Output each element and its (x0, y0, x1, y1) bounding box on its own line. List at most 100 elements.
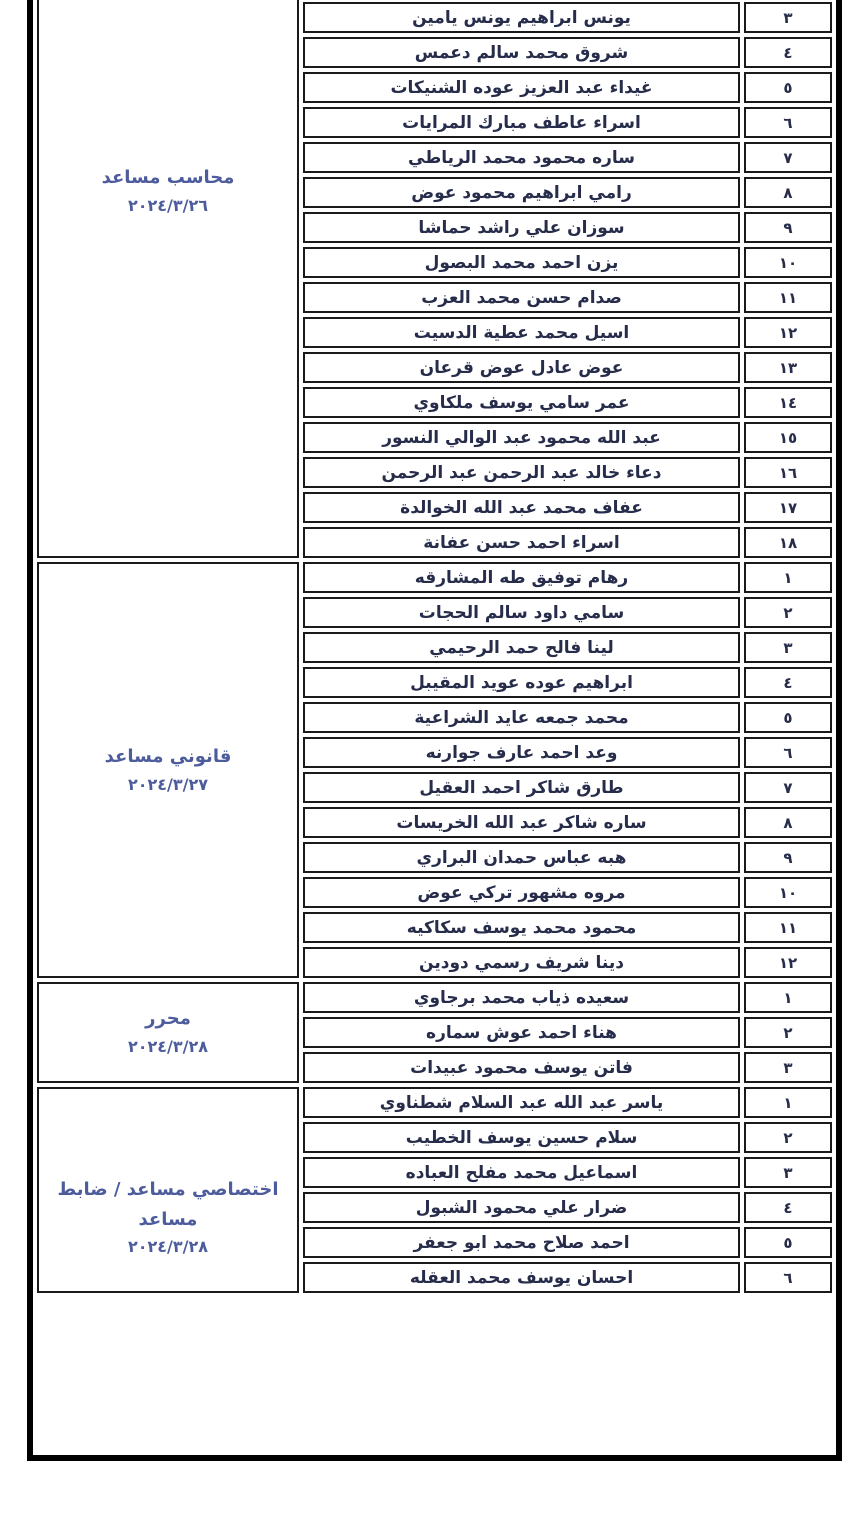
table-row: ١٥ عبد الله محمود عبد الوالي النسور (37, 422, 832, 453)
job-title-cell: اختصاصي مساعد / ضابط مساعد ٢٠٢٤/٣/٢٨ (37, 1087, 299, 1293)
employee-name-cell: فاتن يوسف محمود عبيدات (303, 1052, 740, 1083)
serial-number-cell: ٤ (744, 37, 832, 68)
serial-number-cell: ١٨ (744, 527, 832, 558)
employee-name-cell: عوض عادل عوض قرعان (303, 352, 740, 383)
serial-number-cell: ٩ (744, 842, 832, 873)
job-title-cell: محاسب مساعد ٢٠٢٤/٣/٢٦ (37, 0, 299, 558)
employee-name-cell: صدام حسن محمد العزب (303, 282, 740, 313)
employee-name-cell: احمد صلاح محمد ابو جعفر (303, 1227, 740, 1258)
employee-name-cell: ابراهيم عوده عويد المقيبل (303, 667, 740, 698)
job-title-label: اختصاصي مساعد / ضابط مساعد (57, 1179, 279, 1230)
employee-name-cell: طارق شاكر احمد العقيل (303, 772, 740, 803)
serial-number-cell: ١٧ (744, 492, 832, 523)
employee-name-cell: اسماعيل محمد مفلح العباده (303, 1157, 740, 1188)
table-row: ١١ صدام حسن محمد العزب (37, 282, 832, 313)
employee-name-cell: دينا شريف رسمي دودين (303, 947, 740, 978)
table-row: ٢ سامي داود سالم الحجات (37, 597, 832, 628)
employee-name-cell: رامي ابراهيم محمود عوض (303, 177, 740, 208)
serial-number-cell: ٨ (744, 807, 832, 838)
job-title-cell: قانوني مساعد ٢٠٢٤/٣/٢٧ (37, 562, 299, 978)
employee-name-cell: سوزان علي راشد حماشا (303, 212, 740, 243)
employee-name-cell: هبه عباس حمدان البراري (303, 842, 740, 873)
employee-name-cell: ساره محمود محمد الرياطي (303, 142, 740, 173)
employee-name-cell: شروق محمد سالم دعمس (303, 37, 740, 68)
job-title-cell: محرر ٢٠٢٤/٣/٢٨ (37, 982, 299, 1083)
employee-name-cell: لينا فالح حمد الرحيمي (303, 632, 740, 663)
job-title-block: اختصاصي مساعد / ضابط مساعد ٢٠٢٤/٣/٢٨ (43, 1175, 293, 1261)
table-row: ١٤ عمر سامي يوسف ملكاوي (37, 387, 832, 418)
appointment-date-label: ٢٠٢٤/٣/٢٦ (127, 195, 209, 215)
table-row: ١٧ عفاف محمد عبد الله الخوالدة (37, 492, 832, 523)
table-row: ٨ ساره شاكر عبد الله الخريسات (37, 807, 832, 838)
table-row: ٥ احمد صلاح محمد ابو جعفر (37, 1227, 832, 1258)
employee-name-cell: عبد الله محمود عبد الوالي النسور (303, 422, 740, 453)
serial-number-cell: ٦ (744, 737, 832, 768)
employee-name-cell: ضرار علي محمود الشبول (303, 1192, 740, 1223)
serial-number-cell: ١٥ (744, 422, 832, 453)
table-row: ١ رهام توفيق طه المشارقه قانوني مساعد ٢٠٢٤/… (37, 562, 832, 978)
employee-name-cell: رهام توفيق طه المشارقه (303, 562, 740, 593)
job-title-label: قانوني مساعد (104, 745, 232, 767)
serial-number-cell: ٤ (744, 1192, 832, 1223)
serial-number-cell: ٥ (744, 1227, 832, 1258)
employee-name-cell: اسراء عاطف مبارك المرايات (303, 107, 740, 138)
employee-name-cell: مروه مشهور تركي عوض (303, 877, 740, 908)
serial-number-cell: ٤ (744, 667, 832, 698)
appointment-date-label: ٢٠٢٤/٣/٢٨ (127, 1237, 209, 1257)
table-row: ٣ اسماعيل محمد مفلح العباده (37, 1157, 832, 1188)
serial-number-cell: ١ (744, 982, 832, 1013)
table-row: ١٢ دينا شريف رسمي دودين (37, 947, 832, 978)
serial-number-cell: ٢ (744, 597, 832, 628)
employee-name-cell: وعد احمد عارف جوارنه (303, 737, 740, 768)
table-row: ١ سعيده ذياب محمد برجاوي محرر ٢٠٢٤/٣/٢٨ (37, 982, 832, 1083)
job-title-label: محرر (145, 1008, 191, 1030)
employee-name-cell: سامي داود سالم الحجات (303, 597, 740, 628)
serial-number-cell: ٣ (744, 632, 832, 663)
serial-number-cell: ١٠ (744, 877, 832, 908)
employee-name-cell: عفاف محمد عبد الله الخوالدة (303, 492, 740, 523)
employee-name-cell: محمود محمد يوسف سكاكيه (303, 912, 740, 943)
table-row: ١٠ مروه مشهور تركي عوض (37, 877, 832, 908)
table-row: ٤ ضرار علي محمود الشبول (37, 1192, 832, 1223)
employee-name-cell: محمد جمعه عايد الشراعية (303, 702, 740, 733)
serial-number-cell: ٢ (744, 1017, 832, 1048)
serial-number-cell: ٥ (744, 702, 832, 733)
table-row: ١٦ دعاء خالد عبد الرحمن عبد الرحمن (37, 457, 832, 488)
employee-name-cell: احسان يوسف محمد العقله (303, 1262, 740, 1293)
employee-name-cell: يزن احمد محمد البصول (303, 247, 740, 278)
employee-name-cell: غيداء عبد العزيز عوده الشنيكات (303, 72, 740, 103)
serial-number-cell: ٧ (744, 772, 832, 803)
serial-number-cell: ١٠ (744, 247, 832, 278)
table-body: محاسب مساعد ٢٠٢٤/٣/٢٦ ٣ يونس ابراهيم يونس ي… (37, 0, 832, 1293)
serial-number-cell: ١٤ (744, 387, 832, 418)
employee-name-cell: سلام حسين يوسف الخطيب (303, 1122, 740, 1153)
serial-number-cell: ٦ (744, 107, 832, 138)
table-row: ٦ وعد احمد عارف جوارنه (37, 737, 832, 768)
table-row: ٧ ساره محمود محمد الرياطي (37, 142, 832, 173)
table-row: ٦ احسان يوسف محمد العقله (37, 1262, 832, 1293)
job-title-block: محرر ٢٠٢٤/٣/٢٨ (43, 1004, 293, 1060)
serial-number-cell: ٥ (744, 72, 832, 103)
serial-number-cell: ٧ (744, 142, 832, 173)
serial-number-cell: ٨ (744, 177, 832, 208)
job-title-block: محاسب مساعد ٢٠٢٤/٣/٢٦ (43, 163, 293, 219)
employee-name-cell: سعيده ذياب محمد برجاوي (303, 982, 740, 1013)
serial-number-cell: ١ (744, 1087, 832, 1118)
table-row: ٢ سلام حسين يوسف الخطيب (37, 1122, 832, 1153)
serial-number-cell: ٣ (744, 1052, 832, 1083)
serial-number-cell: ١٣ (744, 352, 832, 383)
table-row: ٦ اسراء عاطف مبارك المرايات (37, 107, 832, 138)
table-row: ٣ فاتن يوسف محمود عبيدات (37, 1052, 832, 1083)
table-row: ١٢ اسيل محمد عطية الدسيت (37, 317, 832, 348)
table-row: ٩ سوزان علي راشد حماشا (37, 212, 832, 243)
serial-number-cell: ١ (744, 562, 832, 593)
table-row: ٩ هبه عباس حمدان البراري (37, 842, 832, 873)
table-row: ١٨ اسراء احمد حسن عفانة (37, 527, 832, 558)
table-row: ٤ شروق محمد سالم دعمس (37, 37, 832, 68)
employee-name-cell: اسراء احمد حسن عفانة (303, 527, 740, 558)
appointments-table: محاسب مساعد ٢٠٢٤/٣/٢٦ ٣ يونس ابراهيم يونس ي… (33, 0, 836, 1297)
serial-number-cell: ٦ (744, 1262, 832, 1293)
table-row: ١٠ يزن احمد محمد البصول (37, 247, 832, 278)
table-row: ١٣ عوض عادل عوض قرعان (37, 352, 832, 383)
